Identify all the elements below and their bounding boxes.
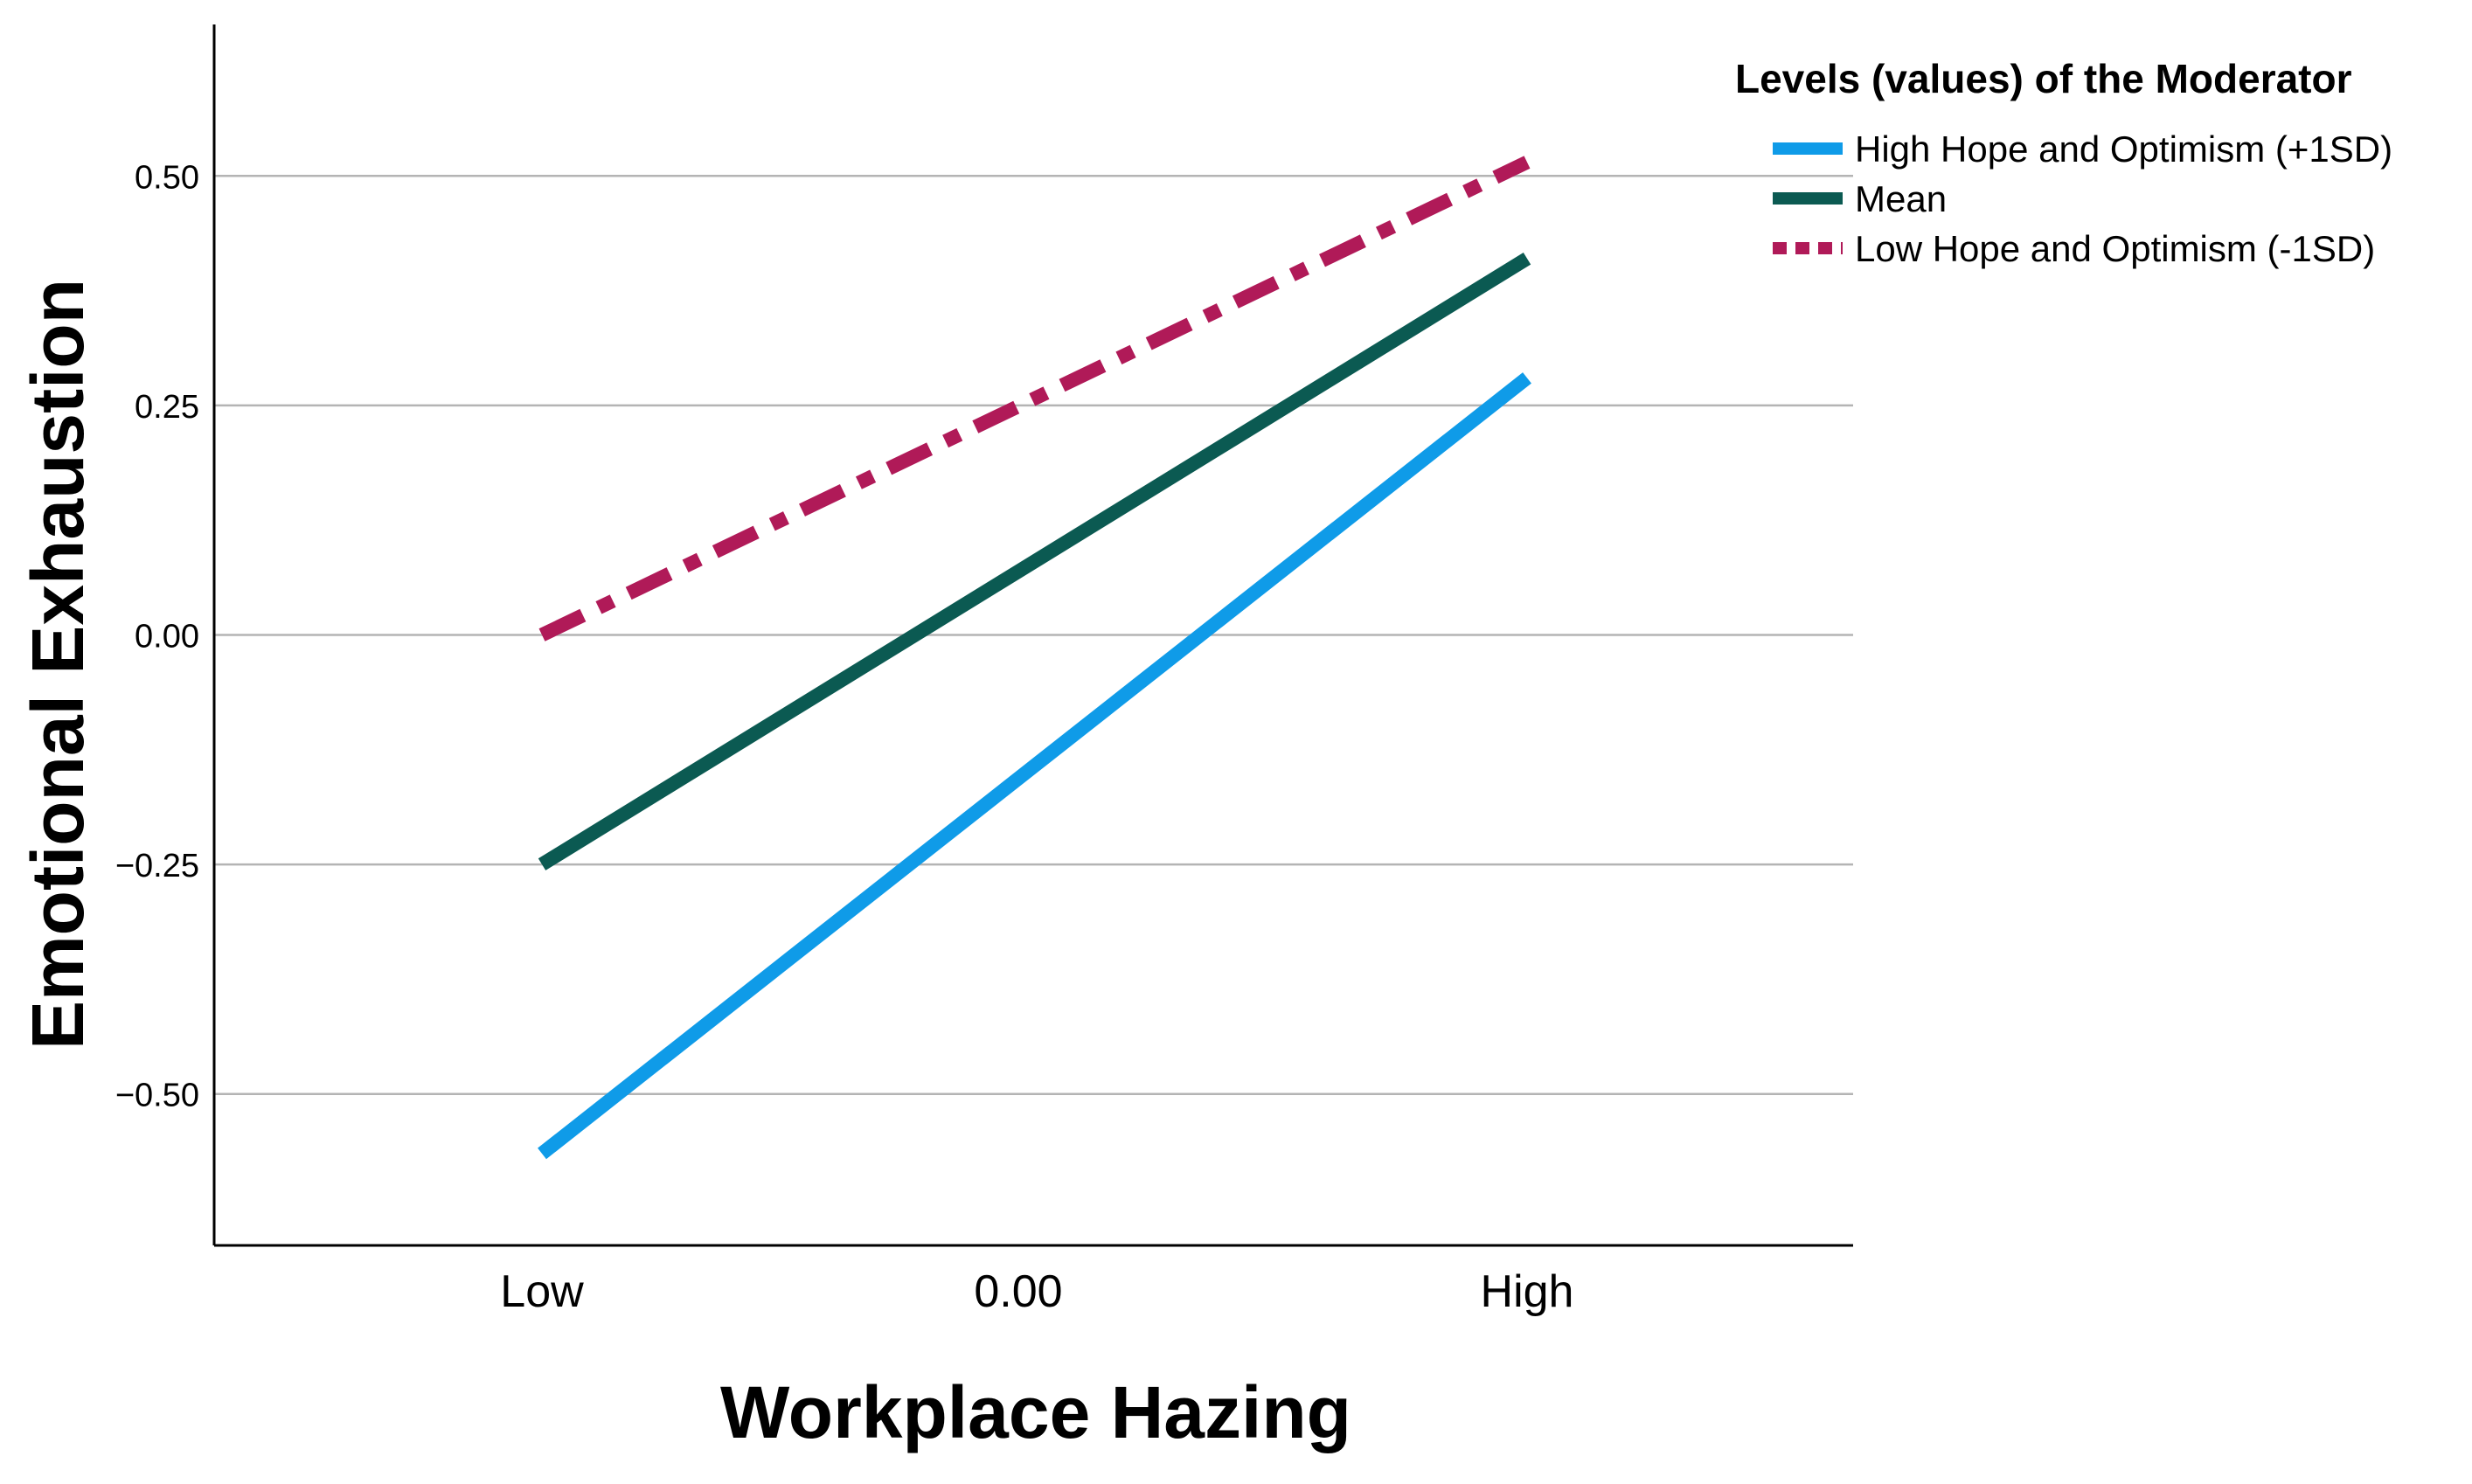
y-tick-label: −0.25 — [115, 848, 199, 884]
tick-labels: −0.50 −0.25 0.00 0.25 0.50 Low 0.00 High — [115, 159, 1574, 1317]
x-tick-label: 0.00 — [974, 1266, 1062, 1317]
x-tick-label: High — [1481, 1266, 1574, 1317]
series-lines — [538, 156, 1531, 1160]
legend-label: High Hope and Optimism (+1SD) — [1855, 128, 2392, 170]
legend-title: Levels (values) of the Moderator — [1735, 56, 2352, 101]
y-tick-label: −0.50 — [115, 1078, 199, 1114]
legend-items: High Hope and Optimism (+1SD) Mean Low Hop… — [1773, 128, 2392, 269]
series-line-1 — [538, 372, 1531, 1160]
series-line-3 — [538, 156, 1531, 641]
axes — [212, 24, 1853, 1247]
x-tick-label: Low — [500, 1266, 584, 1317]
legend-label: Mean — [1855, 178, 1947, 219]
x-axis-title: Workplace Hazing — [720, 1371, 1351, 1453]
legend-label: Low Hope and Optimism (-1SD) — [1855, 228, 2375, 269]
y-tick-label: 0.25 — [135, 389, 199, 426]
series-line-2 — [538, 253, 1531, 870]
legend: Levels (values) of the Moderator High Ho… — [1735, 56, 2392, 269]
y-tick-label: 0.00 — [135, 619, 199, 655]
y-axis-title: Emotional Exhaustion — [17, 279, 99, 1050]
y-tick-label: 0.50 — [135, 159, 199, 196]
gridlines — [214, 175, 1853, 1095]
